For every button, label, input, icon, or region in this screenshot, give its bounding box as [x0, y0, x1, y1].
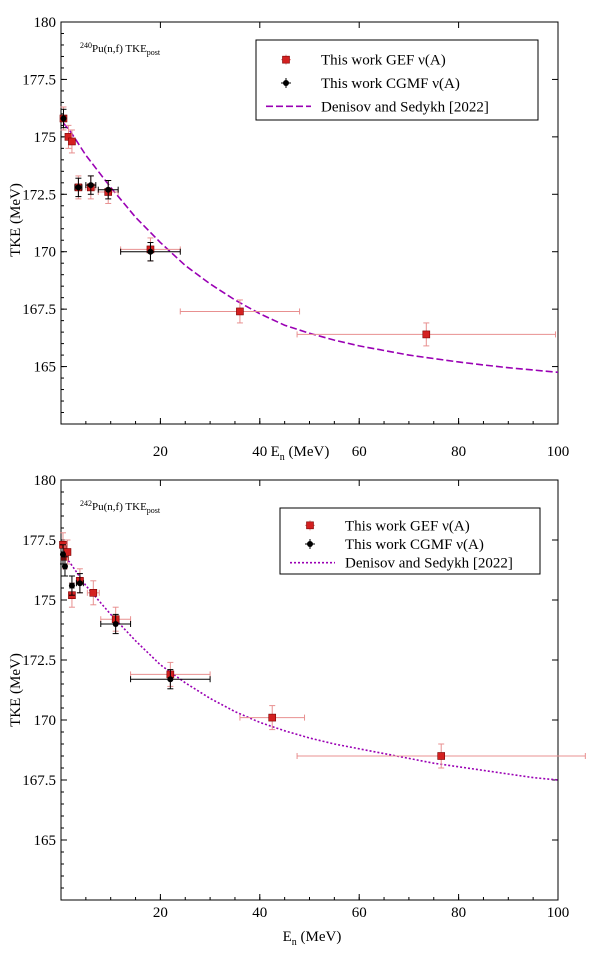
y-tick-label: 180 [34, 473, 57, 489]
y-tick-label: 167.5 [22, 773, 56, 789]
y-tick-label: 172.5 [22, 187, 56, 203]
legend: This work GEF ν(A) This work CGMF ν(A) Den… [255, 39, 539, 121]
y-tick-label: 177.5 [22, 533, 56, 549]
y-tick-label: 175 [34, 130, 57, 146]
gef-data-point [68, 137, 76, 146]
legend-entry-label: This work CGMF ν(A) [345, 537, 484, 553]
gef-data-point [268, 713, 277, 722]
y-axis-label: TKE (MeV) [8, 653, 24, 727]
legend-entry-label: This work CGMF ν(A) [321, 76, 460, 92]
x-tick-label: 20 [153, 444, 168, 460]
chart-panel-2: 165 167.5 170 172.5 175 177.5 180 20 40 60 80 100 En… [8, 473, 586, 948]
cgmf-data-point [60, 115, 67, 122]
reaction-annotation: 242Pu(n,f) TKEpost [80, 499, 161, 515]
y-tick-label: 177.5 [22, 72, 56, 88]
cgmf-data-point [87, 182, 94, 189]
y-tick-label: 175 [34, 593, 57, 609]
legend: This work GEF ν(A) This work CGMF ν(A) Den… [279, 507, 541, 575]
legend-entry-label: This work GEF ν(A) [321, 53, 446, 69]
x-tick-label: 100 [547, 444, 570, 460]
x-tick-label: 40 [252, 905, 267, 921]
cgmf-data-point [59, 551, 66, 558]
gef-data-point [437, 752, 446, 760]
cgmf-data-point [112, 621, 119, 627]
x-tick-label: 80 [451, 905, 466, 921]
legend-gef-marker [282, 55, 290, 64]
cgmf-data-point [147, 248, 154, 255]
cgmf-data-point [68, 582, 75, 589]
y-tick-label: 165 [34, 360, 57, 376]
gef-data-point [236, 307, 244, 316]
y-tick-label: 167.5 [22, 302, 56, 318]
chart-panel-1: 165 167.5 170 172.5 175 177.5 180 20 40 60 80 100 En… [8, 15, 569, 463]
reaction-annotation: 240Pu(n,f) TKEpost [80, 41, 161, 57]
x-tick-label: 80 [451, 444, 466, 460]
denisov-curve [62, 122, 559, 374]
y-axis-label: TKE (MeV) [8, 183, 24, 257]
cgmf-data-point [61, 563, 68, 570]
legend-entry-label: Denisov and Sedykh [2022] [321, 99, 489, 115]
cgmf-data-point [105, 186, 112, 193]
x-tick-label: 100 [547, 905, 570, 921]
x-axis-label: En (MeV) [283, 929, 342, 948]
cgmf-data-point [76, 580, 83, 587]
legend-entry-label: This work GEF ν(A) [345, 518, 470, 534]
y-tick-label: 170 [34, 245, 57, 261]
gef-data-point [89, 588, 98, 597]
x-tick-label: 20 [153, 905, 168, 921]
y-tick-label: 165 [34, 833, 57, 849]
x-tick-label: 40 [252, 444, 267, 460]
legend-cgmf-marker [283, 80, 289, 86]
cgmf-data-point [167, 676, 174, 683]
legend-entry-label: Denisov and Sedykh [2022] [345, 556, 513, 572]
cgmf-data-point [75, 184, 82, 191]
x-axis-label: En (MeV) [271, 444, 330, 463]
x-tick-label: 60 [352, 905, 367, 921]
y-tick-label: 180 [34, 15, 57, 31]
legend-cgmf-marker [307, 541, 313, 547]
y-tick-label: 172.5 [22, 653, 56, 669]
denisov-curve [62, 553, 559, 781]
y-tick-label: 170 [34, 713, 57, 729]
legend-gef-marker [306, 521, 314, 530]
gef-data-point [422, 330, 431, 339]
x-tick-label: 60 [352, 444, 367, 460]
